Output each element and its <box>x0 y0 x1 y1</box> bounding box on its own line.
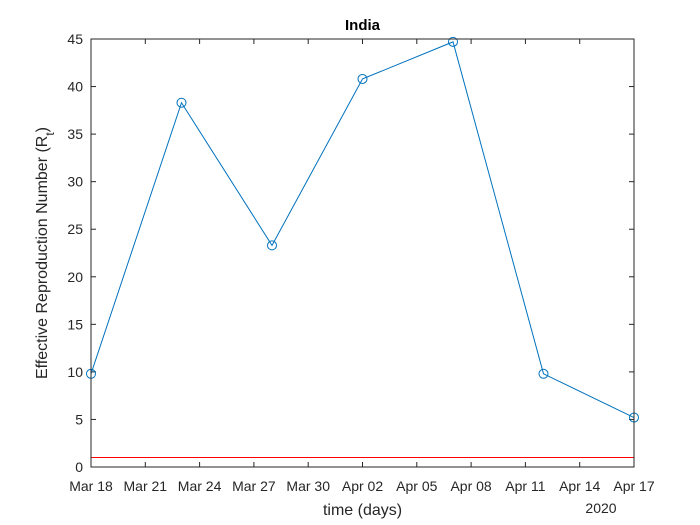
data-point <box>267 240 277 251</box>
data-point <box>538 368 549 379</box>
plot-frame <box>90 38 635 468</box>
x-tick-label: Apr 17 <box>613 478 654 494</box>
x-axis-year-label: 2020 <box>585 500 616 516</box>
y-tick-label: 25 <box>67 221 83 237</box>
x-tick-label: Apr 02 <box>342 478 383 494</box>
chart-title: India <box>345 17 381 34</box>
x-tick-label: Mar 27 <box>232 478 276 494</box>
y-tick-label: 35 <box>67 126 83 142</box>
x-axis: Mar 18 Mar 21 Mar 24 Mar 27 Mar 30 Apr 02 Apr … <box>69 39 655 494</box>
data-point <box>176 97 187 108</box>
x-tick-label: Mar 24 <box>178 478 222 494</box>
x-tick-label: Mar 30 <box>286 478 330 494</box>
x-tick-label: Mar 18 <box>69 478 113 494</box>
y-tick-label: 10 <box>67 364 83 380</box>
x-tick-label: Apr 08 <box>450 478 491 494</box>
y-axis: 0 5 10 15 20 25 30 35 40 45 <box>67 31 634 475</box>
y-tick-label: 5 <box>75 411 83 427</box>
plot-area <box>91 39 634 467</box>
series-line <box>90 41 635 418</box>
x-tick-label: Apr 05 <box>396 478 437 494</box>
y-axis-title-subscript: t <box>43 132 57 136</box>
y-tick-label: 0 <box>75 459 83 475</box>
x-axis-title: time (days) <box>323 502 402 519</box>
y-tick-label: 45 <box>67 31 83 47</box>
y-axis-title: Effective Reproduction Number (Rt) <box>34 127 57 379</box>
y-axis-title-main: Effective Reproduction Number (R <box>34 136 51 379</box>
y-tick-label: 15 <box>67 316 83 332</box>
y-tick-label: 40 <box>67 79 83 95</box>
x-tick-label: Apr 11 <box>505 478 545 494</box>
series-layer <box>86 36 639 423</box>
data-point <box>357 73 368 84</box>
data-point <box>448 36 458 47</box>
x-tick-label: Apr 14 <box>559 478 600 494</box>
y-tick-label: 30 <box>67 174 83 190</box>
y-tick-label: 20 <box>67 269 83 285</box>
y-axis-title-close: ) <box>34 127 51 132</box>
x-tick-label: Mar 21 <box>124 478 168 494</box>
